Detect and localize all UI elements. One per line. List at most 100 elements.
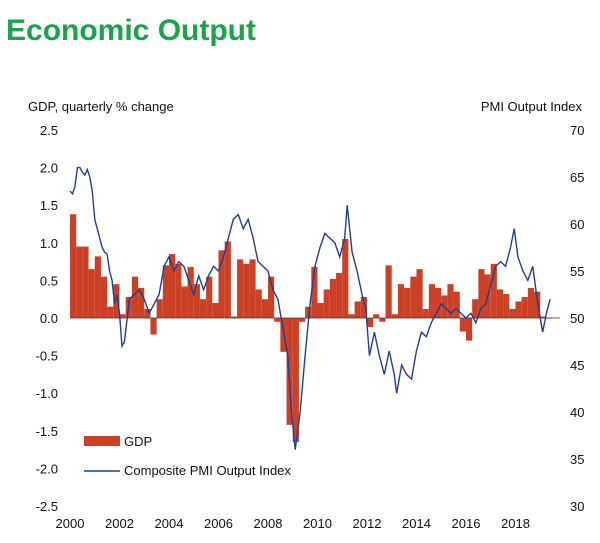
gdp-bar xyxy=(88,269,95,318)
gdp-bar xyxy=(342,239,349,318)
gdp-bar xyxy=(298,318,306,322)
gdp-bar xyxy=(311,266,318,318)
gdp-bar xyxy=(131,276,139,318)
gdp-bar xyxy=(175,263,182,318)
gdp-bar xyxy=(354,301,361,318)
gdp-bar xyxy=(503,293,510,318)
x-tick-label: 2016 xyxy=(452,516,481,531)
gdp-bar xyxy=(162,265,169,318)
gdp-bar xyxy=(168,254,176,318)
gdp-bar xyxy=(527,287,535,318)
x-tick-label: 2012 xyxy=(353,516,382,531)
gdp-bar xyxy=(230,316,238,318)
gdp-bar xyxy=(218,250,225,318)
x-tick-label: 2014 xyxy=(402,516,431,531)
right-tick-label: 65 xyxy=(570,170,584,185)
gdp-bar xyxy=(509,308,516,318)
gdp-bar xyxy=(107,306,114,318)
right-tick-label: 35 xyxy=(570,452,584,467)
gdp-bar xyxy=(212,302,219,318)
gdp-bar xyxy=(261,299,268,318)
legend-gdp-swatch xyxy=(84,436,120,446)
gdp-bar xyxy=(373,314,380,318)
gdp-bar xyxy=(496,289,504,318)
x-tick-label: 2006 xyxy=(204,516,233,531)
left-tick-label: 2.5 xyxy=(40,123,58,138)
right-axis-title: PMI Output Index xyxy=(480,99,582,114)
x-axis-ticks: 2000 2002 2004 2006 2008 2010 2012 2014 2016 2018 xyxy=(56,516,530,531)
gdp-bar xyxy=(329,278,337,318)
gdp-bar xyxy=(447,284,454,318)
gdp-bar xyxy=(94,256,101,318)
gdp-bar xyxy=(348,314,355,318)
gdp-bar xyxy=(76,246,83,318)
left-tick-label: 1.0 xyxy=(40,236,58,251)
gdp-bar xyxy=(206,276,213,318)
left-tick-label: -1.0 xyxy=(36,386,58,401)
gdp-bar xyxy=(150,318,157,335)
gdp-bar xyxy=(435,287,442,318)
gdp-bar xyxy=(540,316,547,318)
gdp-bar xyxy=(416,269,423,318)
gdp-bar xyxy=(292,318,299,443)
gdp-bar xyxy=(472,299,479,318)
left-axis-title: GDP, quarterly % change xyxy=(28,99,174,114)
gdp-bar xyxy=(422,308,429,318)
x-tick-label: 2010 xyxy=(303,516,332,531)
left-tick-label: 1.5 xyxy=(40,198,58,213)
x-tick-label: 2000 xyxy=(56,516,85,531)
gdp-bar xyxy=(366,318,374,328)
left-tick-label: -1.5 xyxy=(36,424,58,439)
page-title: Economic Output xyxy=(6,14,256,47)
gdp-bar xyxy=(465,318,473,341)
gdp-bar xyxy=(521,296,528,318)
gdp-bar xyxy=(249,259,256,318)
gdp-bar xyxy=(119,314,126,318)
left-tick-label: -2.0 xyxy=(36,461,58,476)
gdp-bar xyxy=(379,318,386,322)
legend-pmi-label: Composite PMI Output Index xyxy=(124,463,291,478)
gdp-bar xyxy=(138,287,145,318)
right-tick-label: 30 xyxy=(570,499,584,514)
gdp-bar xyxy=(453,291,460,318)
gdp-bar xyxy=(534,291,541,318)
right-tick-label: 40 xyxy=(570,405,584,420)
gdp-bar xyxy=(274,318,281,322)
right-tick-label: 60 xyxy=(570,217,584,232)
gdp-bar xyxy=(187,266,194,318)
x-tick-label: 2018 xyxy=(501,516,530,531)
right-axis-ticks: 70 65 60 55 50 45 40 35 30 xyxy=(570,123,584,514)
left-axis-ticks: 2.5 2.0 1.5 1.0 0.5 0.0 -0.5 -1.0 -1.5 -2.0 -2.5 xyxy=(36,123,58,514)
gdp-bar xyxy=(385,265,392,318)
gdp-bar xyxy=(317,302,324,318)
gdp-bar xyxy=(100,276,108,318)
gdp-bar xyxy=(391,314,398,318)
x-tick-label: 2008 xyxy=(254,516,283,531)
gdp-bar xyxy=(360,296,367,318)
gdp-bars xyxy=(70,214,553,443)
gdp-bar xyxy=(410,276,417,318)
gdp-bar xyxy=(478,269,485,318)
gdp-bar xyxy=(490,263,497,318)
pmi-line xyxy=(69,166,551,450)
right-tick-label: 45 xyxy=(570,358,584,373)
gdp-bar xyxy=(255,289,262,318)
right-tick-label: 55 xyxy=(570,264,584,279)
gdp-bar xyxy=(181,286,188,318)
left-tick-label: 0.5 xyxy=(40,273,58,288)
left-tick-label: 2.0 xyxy=(40,161,58,176)
gdp-bar xyxy=(82,246,89,318)
gdp-bar xyxy=(305,306,312,318)
gdp-bar xyxy=(237,259,244,318)
legend: GDP Composite PMI Output Index xyxy=(84,434,291,478)
gdp-bar xyxy=(428,284,436,318)
right-tick-label: 70 xyxy=(570,123,584,138)
gdp-bar xyxy=(144,308,151,318)
gdp-bar xyxy=(243,263,250,318)
gdp-bar xyxy=(336,272,343,318)
right-tick-label: 50 xyxy=(570,311,584,326)
gdp-bar xyxy=(323,289,330,318)
x-tick-label: 2002 xyxy=(105,516,134,531)
gdp-bar xyxy=(156,299,163,318)
